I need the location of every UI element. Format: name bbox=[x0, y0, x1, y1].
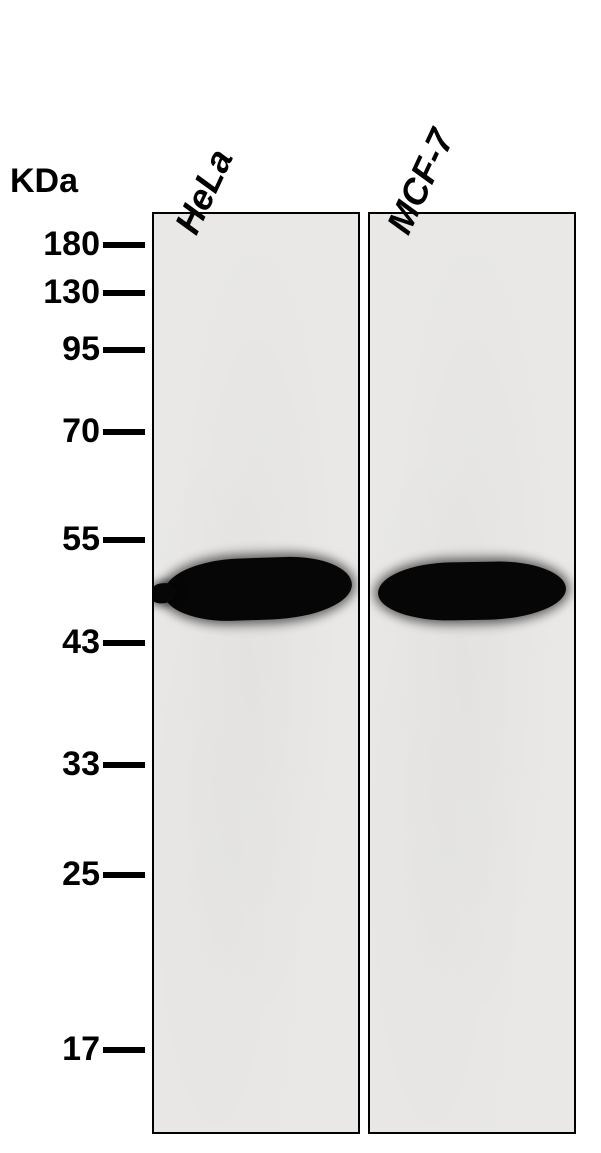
unit-label: KDa bbox=[10, 162, 78, 201]
marker-tick bbox=[103, 872, 145, 878]
marker-label: 95 bbox=[0, 330, 100, 369]
blot-lane bbox=[368, 212, 576, 1134]
marker-label: 25 bbox=[0, 855, 100, 894]
marker-tick bbox=[103, 290, 145, 296]
marker-label: 130 bbox=[0, 273, 100, 312]
blot-lane bbox=[152, 212, 360, 1134]
marker-tick bbox=[103, 640, 145, 646]
marker-label: 33 bbox=[0, 745, 100, 784]
western-blot-figure: KDa 18013095705543332517 HeLaMCF-7 bbox=[0, 0, 601, 1153]
marker-tick bbox=[103, 762, 145, 768]
marker-label: 55 bbox=[0, 520, 100, 559]
marker-tick bbox=[103, 242, 145, 248]
lane-background bbox=[154, 214, 358, 1132]
marker-tick bbox=[103, 347, 145, 353]
lane-background bbox=[370, 214, 574, 1132]
marker-label: 180 bbox=[0, 225, 100, 264]
protein-band bbox=[369, 552, 574, 630]
marker-tick bbox=[103, 1047, 145, 1053]
marker-label: 17 bbox=[0, 1030, 100, 1069]
marker-label: 70 bbox=[0, 412, 100, 451]
marker-tick bbox=[103, 429, 145, 435]
protein-band bbox=[153, 546, 360, 631]
marker-tick bbox=[103, 537, 145, 543]
marker-label: 43 bbox=[0, 623, 100, 662]
